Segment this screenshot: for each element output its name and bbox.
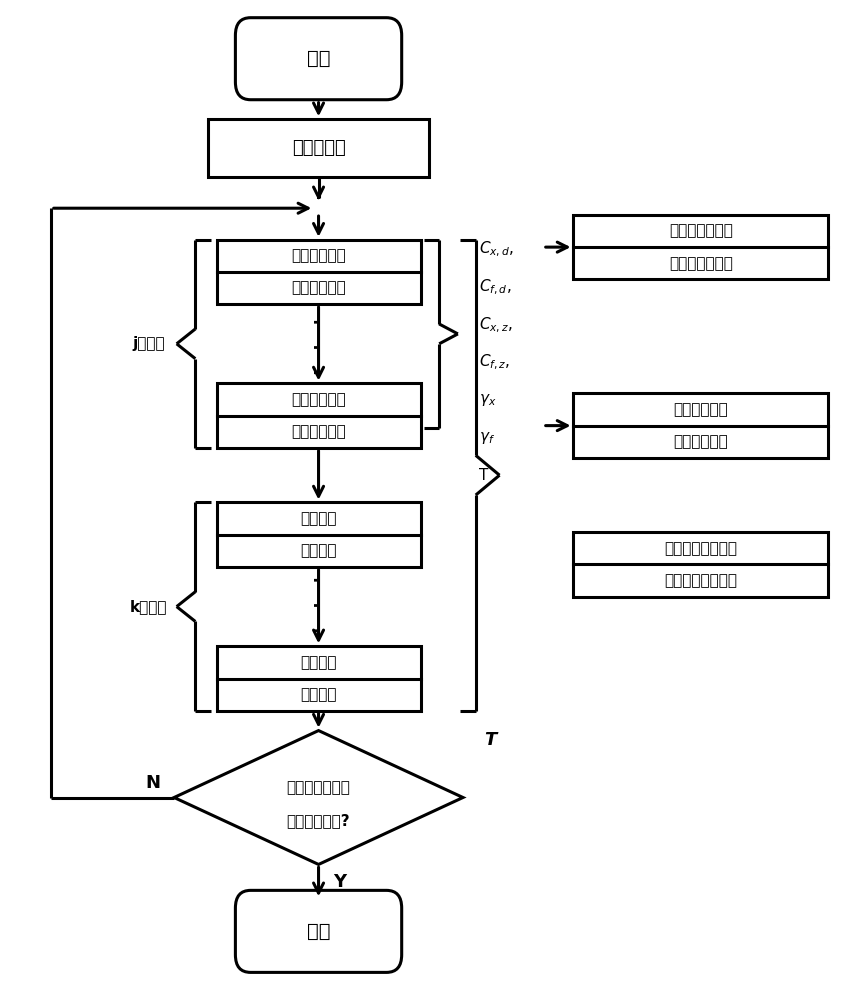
Text: 放氢测试: 放氢测试 bbox=[300, 687, 337, 702]
Text: Y: Y bbox=[333, 873, 347, 891]
Bar bbox=[573, 393, 828, 458]
Text: 充氢测试: 充氢测试 bbox=[300, 655, 337, 670]
Text: 放氢动力学曲线: 放氢动力学曲线 bbox=[669, 256, 733, 271]
Polygon shape bbox=[174, 731, 463, 864]
Text: T: T bbox=[484, 731, 497, 749]
Bar bbox=[216, 383, 420, 448]
Text: 样品预处理: 样品预处理 bbox=[292, 139, 346, 157]
Bar bbox=[216, 240, 420, 304]
Text: N: N bbox=[145, 774, 160, 792]
Text: 吸氢动力学曲线: 吸氢动力学曲线 bbox=[669, 224, 733, 239]
Bar bbox=[216, 646, 420, 711]
Bar bbox=[573, 532, 828, 597]
Text: ·  ·  ·: · · · bbox=[305, 575, 331, 634]
Text: T: T bbox=[479, 468, 488, 483]
Text: 放氢寿命曲线: 放氢寿命曲线 bbox=[674, 434, 728, 449]
Text: 放氢容量测试: 放氢容量测试 bbox=[291, 281, 346, 296]
Text: 吸氢容量保持曲线: 吸氢容量保持曲线 bbox=[664, 541, 737, 556]
Text: $C_{x,z}$,: $C_{x,z}$, bbox=[479, 315, 513, 335]
Text: 放氢测试: 放氢测试 bbox=[300, 543, 337, 558]
FancyBboxPatch shape bbox=[235, 890, 402, 972]
Text: j次测试: j次测试 bbox=[132, 336, 165, 351]
Text: $C_{f,d}$,: $C_{f,d}$, bbox=[479, 278, 511, 297]
Text: $\gamma_f$: $\gamma_f$ bbox=[479, 430, 495, 446]
Text: 结束: 结束 bbox=[307, 922, 330, 941]
Bar bbox=[573, 215, 828, 279]
Text: $C_{f,z}$,: $C_{f,z}$, bbox=[479, 353, 511, 372]
Text: $\gamma_x$: $\gamma_x$ bbox=[479, 392, 497, 408]
Text: 放氢容量测试: 放氢容量测试 bbox=[291, 424, 346, 439]
Text: 吸氢容量测试: 吸氢容量测试 bbox=[291, 392, 346, 407]
Text: ·  ·  ·: · · · bbox=[305, 317, 331, 376]
Bar bbox=[208, 119, 429, 177]
Text: 达到次数或放氢: 达到次数或放氢 bbox=[287, 780, 350, 795]
Text: 吸氢寿命曲线: 吸氢寿命曲线 bbox=[674, 402, 728, 417]
Text: 开始: 开始 bbox=[307, 49, 330, 68]
Text: 吸氢容量测试: 吸氢容量测试 bbox=[291, 248, 346, 263]
Text: k次测试: k次测试 bbox=[130, 599, 167, 614]
Text: 放氢容量保持曲线: 放氢容量保持曲线 bbox=[664, 573, 737, 588]
Bar bbox=[216, 502, 420, 567]
Text: 容量衰退指标?: 容量衰退指标? bbox=[287, 813, 350, 828]
FancyBboxPatch shape bbox=[235, 18, 402, 100]
Text: $C_{x,d}$,: $C_{x,d}$, bbox=[479, 240, 514, 259]
Text: 充氢测试: 充氢测试 bbox=[300, 511, 337, 526]
